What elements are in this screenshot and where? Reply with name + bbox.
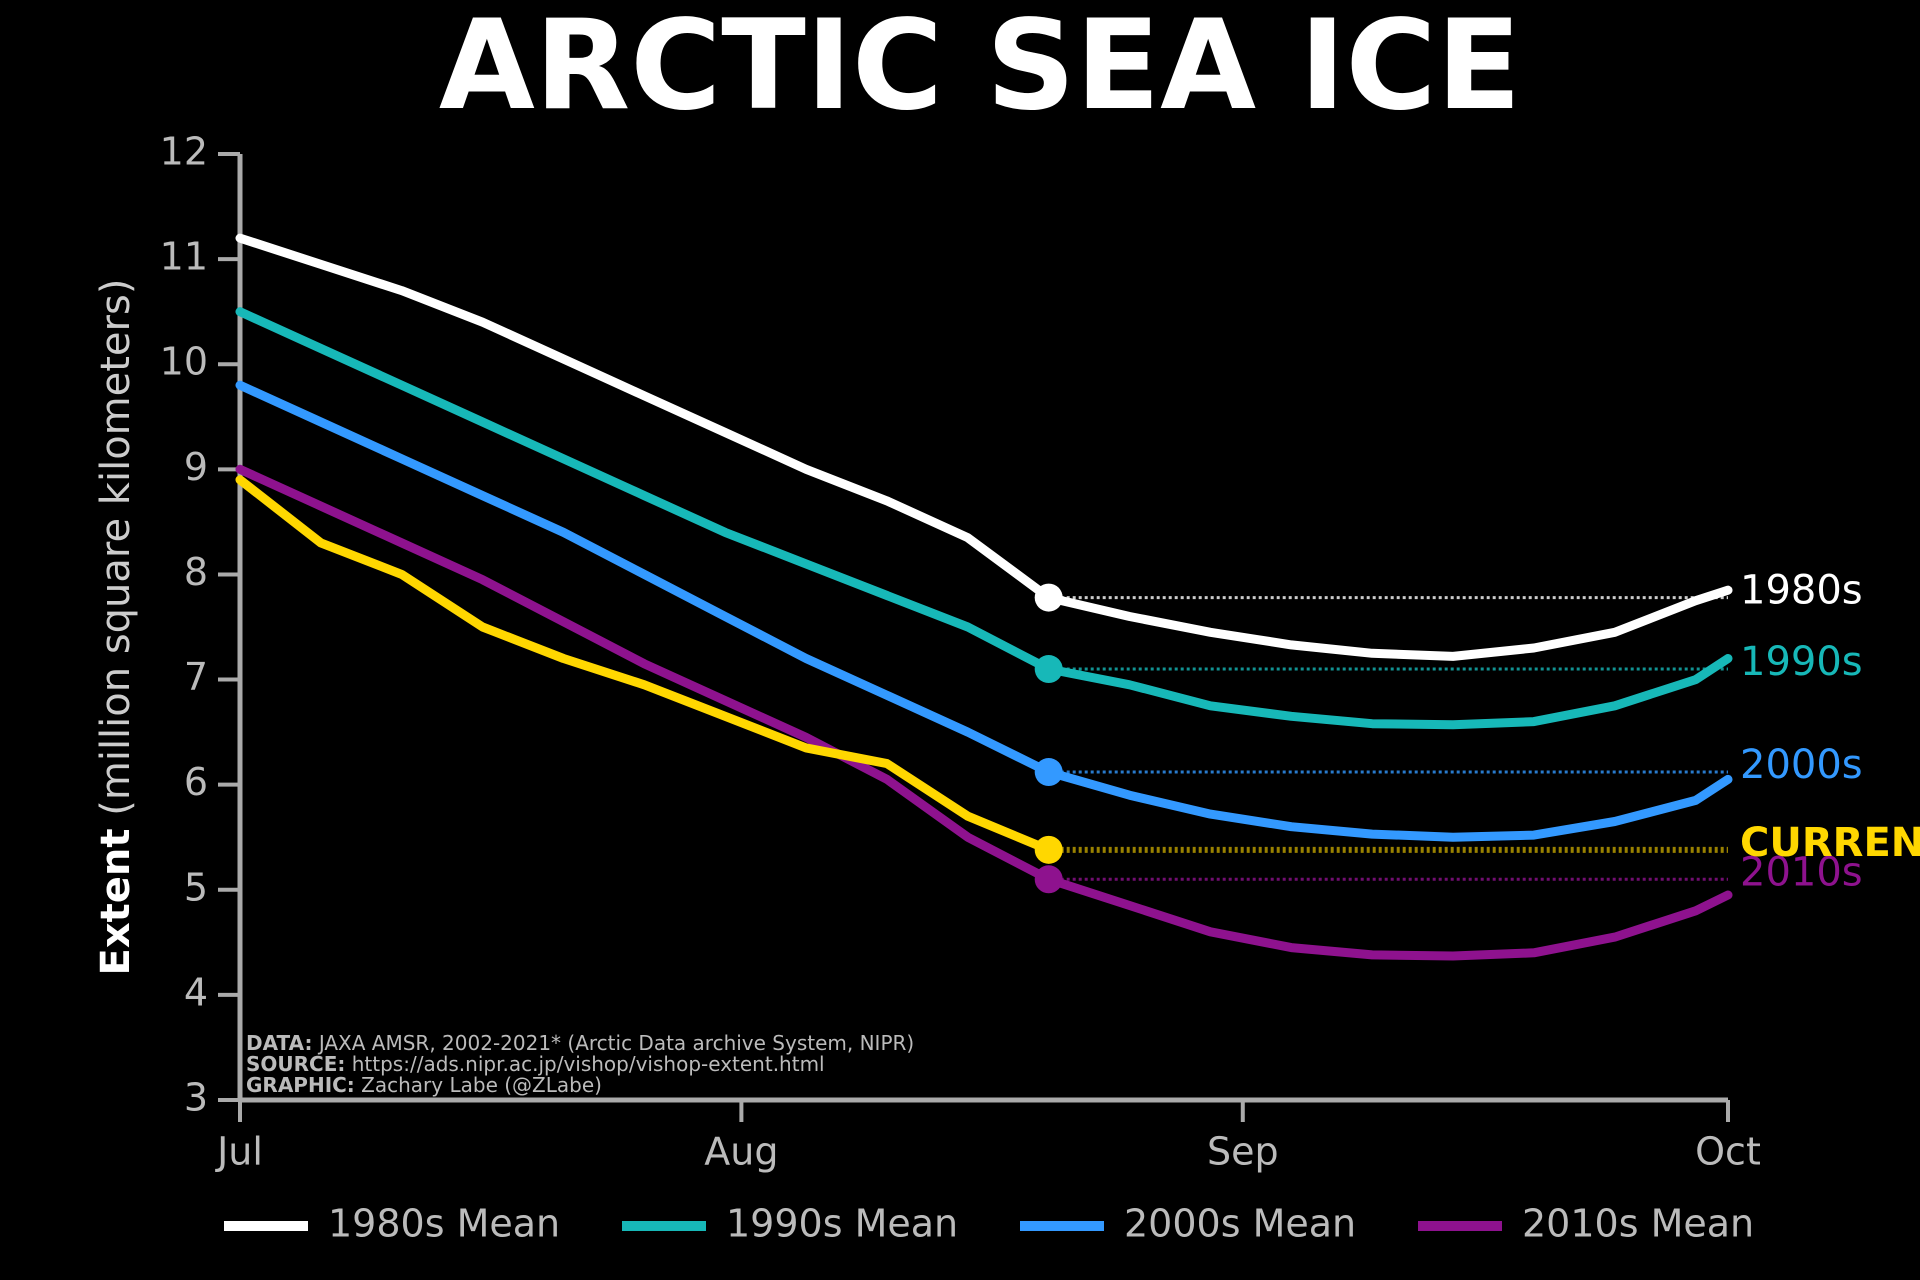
y-tick-label: 4 bbox=[184, 970, 208, 1014]
y-tick-label: 3 bbox=[184, 1076, 208, 1120]
end-label: 1980s bbox=[1740, 568, 1863, 614]
x-tick-label: Jul bbox=[215, 1130, 263, 1174]
y-tick-label: 8 bbox=[184, 550, 208, 594]
marker bbox=[1034, 835, 1063, 864]
x-tick-label: Oct bbox=[1695, 1130, 1761, 1174]
y-tick-label: 6 bbox=[184, 760, 208, 804]
annotation: GRAPHIC: Zachary Labe (@ZLabe) bbox=[246, 1073, 602, 1097]
annotation-label: DATA: bbox=[246, 1031, 312, 1055]
y-tick-label: 5 bbox=[184, 865, 208, 909]
annotation-label: GRAPHIC: bbox=[246, 1073, 355, 1097]
y-axis-label-text: (million square kilometers) bbox=[93, 279, 139, 816]
end-label: 1990s bbox=[1740, 639, 1863, 685]
end-label: 2010s bbox=[1740, 849, 1863, 895]
legend-label: 1980s Mean bbox=[328, 1202, 560, 1246]
annotation-text: Zachary Labe (@ZLabe) bbox=[361, 1073, 602, 1097]
y-tick-label: 9 bbox=[184, 445, 208, 489]
legend-label: 1990s Mean bbox=[726, 1202, 958, 1246]
annotation: DATA: JAXA AMSR, 2002-2021* (Arctic Data… bbox=[246, 1031, 914, 1055]
marker bbox=[1034, 655, 1063, 684]
y-tick-label: 12 bbox=[160, 130, 208, 174]
marker bbox=[1034, 583, 1063, 612]
series-line bbox=[235, 464, 1733, 961]
annotation-label: SOURCE: bbox=[246, 1052, 345, 1076]
series-line bbox=[235, 475, 1054, 855]
annotation-text: JAXA AMSR, 2002-2021* (Arctic Data archi… bbox=[317, 1031, 914, 1055]
y-axis-label: Extent (million square kilometers) bbox=[93, 279, 139, 976]
y-tick-label: 10 bbox=[160, 340, 208, 384]
chart-title: ARCTIC SEA ICE bbox=[439, 0, 1521, 138]
x-tick-label: Aug bbox=[704, 1130, 778, 1174]
series-line bbox=[235, 380, 1733, 842]
end-label: CURRENT bbox=[1740, 820, 1920, 866]
end-label: 2000s bbox=[1740, 742, 1863, 788]
marker bbox=[1034, 865, 1063, 894]
y-tick-label: 7 bbox=[184, 655, 208, 699]
annotation-text: https://ads.nipr.ac.jp/vishop/vishop-ext… bbox=[352, 1052, 825, 1076]
annotation: SOURCE: https://ads.nipr.ac.jp/vishop/vi… bbox=[246, 1052, 825, 1076]
legend-label: 2000s Mean bbox=[1124, 1202, 1356, 1246]
legend-label: 2010s Mean bbox=[1522, 1202, 1754, 1246]
x-tick-label: Sep bbox=[1207, 1130, 1279, 1174]
y-tick-label: 11 bbox=[160, 235, 208, 279]
series-line bbox=[235, 307, 1733, 730]
marker bbox=[1034, 758, 1063, 787]
series-line bbox=[235, 233, 1733, 661]
y-axis-label-bold: Extent bbox=[93, 828, 139, 975]
